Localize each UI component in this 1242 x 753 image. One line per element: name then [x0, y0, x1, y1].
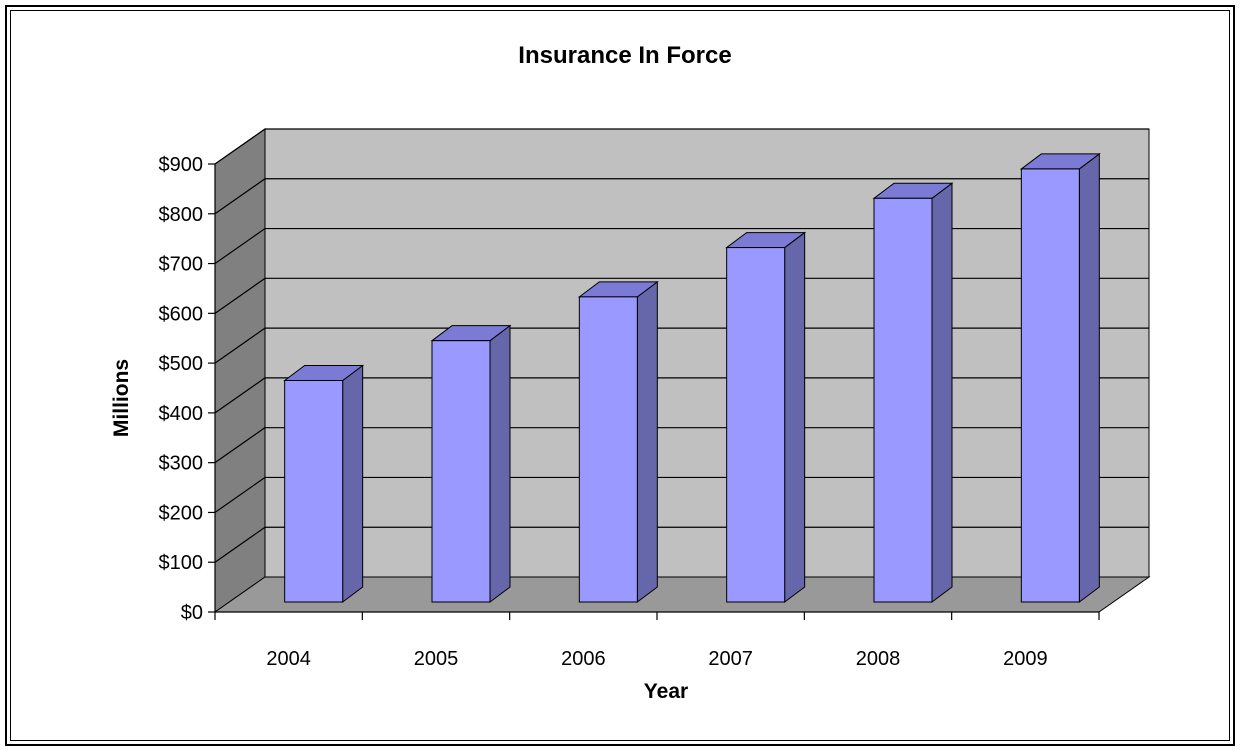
bar-side: [342, 364, 364, 603]
side-wall: [214, 128, 266, 613]
bars: [283, 152, 1101, 603]
gridline-side: [214, 277, 266, 314]
gridlines: [214, 128, 1149, 563]
bar: [1020, 168, 1080, 603]
gridline-side: [214, 128, 266, 165]
gridline-side: [214, 228, 266, 265]
y-tick-label: $600: [159, 303, 204, 325]
bar: [873, 197, 933, 603]
back-wall: [264, 128, 1150, 578]
y-tick-label: $300: [159, 453, 204, 475]
x-tick-label: 2004: [266, 648, 311, 670]
x-axis-label: Year: [644, 680, 688, 703]
bar-side: [489, 324, 511, 603]
gridline-side: [214, 377, 266, 414]
x-tick-label: 2005: [414, 648, 459, 670]
gridline-side: [214, 427, 266, 464]
bar: [431, 340, 491, 603]
bar-side: [784, 231, 806, 603]
y-tick-label: $400: [159, 403, 204, 425]
y-tick-label: $800: [159, 204, 204, 226]
bar-side: [1078, 152, 1100, 603]
y-axis-label: Millions: [110, 359, 133, 437]
y-axis: $0 $100 $200 $300 $400 $500 $600 $700 $800 $900: [159, 154, 216, 624]
y-tick-label: $900: [159, 154, 204, 176]
x-tick-label: 2006: [561, 648, 606, 670]
bar-side: [636, 280, 658, 603]
bar-side: [931, 182, 953, 603]
chart-frame-inner: [10, 10, 1230, 741]
bar: [726, 247, 786, 603]
gridline-side: [214, 476, 266, 513]
y-tick-label: $100: [159, 552, 204, 574]
bar: [578, 296, 638, 603]
x-tick-label: 2008: [856, 648, 901, 670]
bar: [284, 379, 344, 603]
y-tick-label: $700: [159, 254, 204, 276]
y-tick-label: $500: [159, 353, 204, 375]
x-tick-label: 2007: [708, 648, 753, 670]
y-tick-label: $200: [159, 502, 204, 524]
x-axis: 2004 2005 2006 2007 2008 2009: [214, 611, 1100, 670]
gridline-side: [214, 178, 266, 215]
gridline-side: [214, 526, 266, 563]
x-tick-label: 2009: [1003, 648, 1048, 670]
chart-title: Insurance In Force: [518, 42, 731, 69]
gridline-side: [214, 327, 266, 364]
y-tick-label: $0: [181, 602, 203, 624]
